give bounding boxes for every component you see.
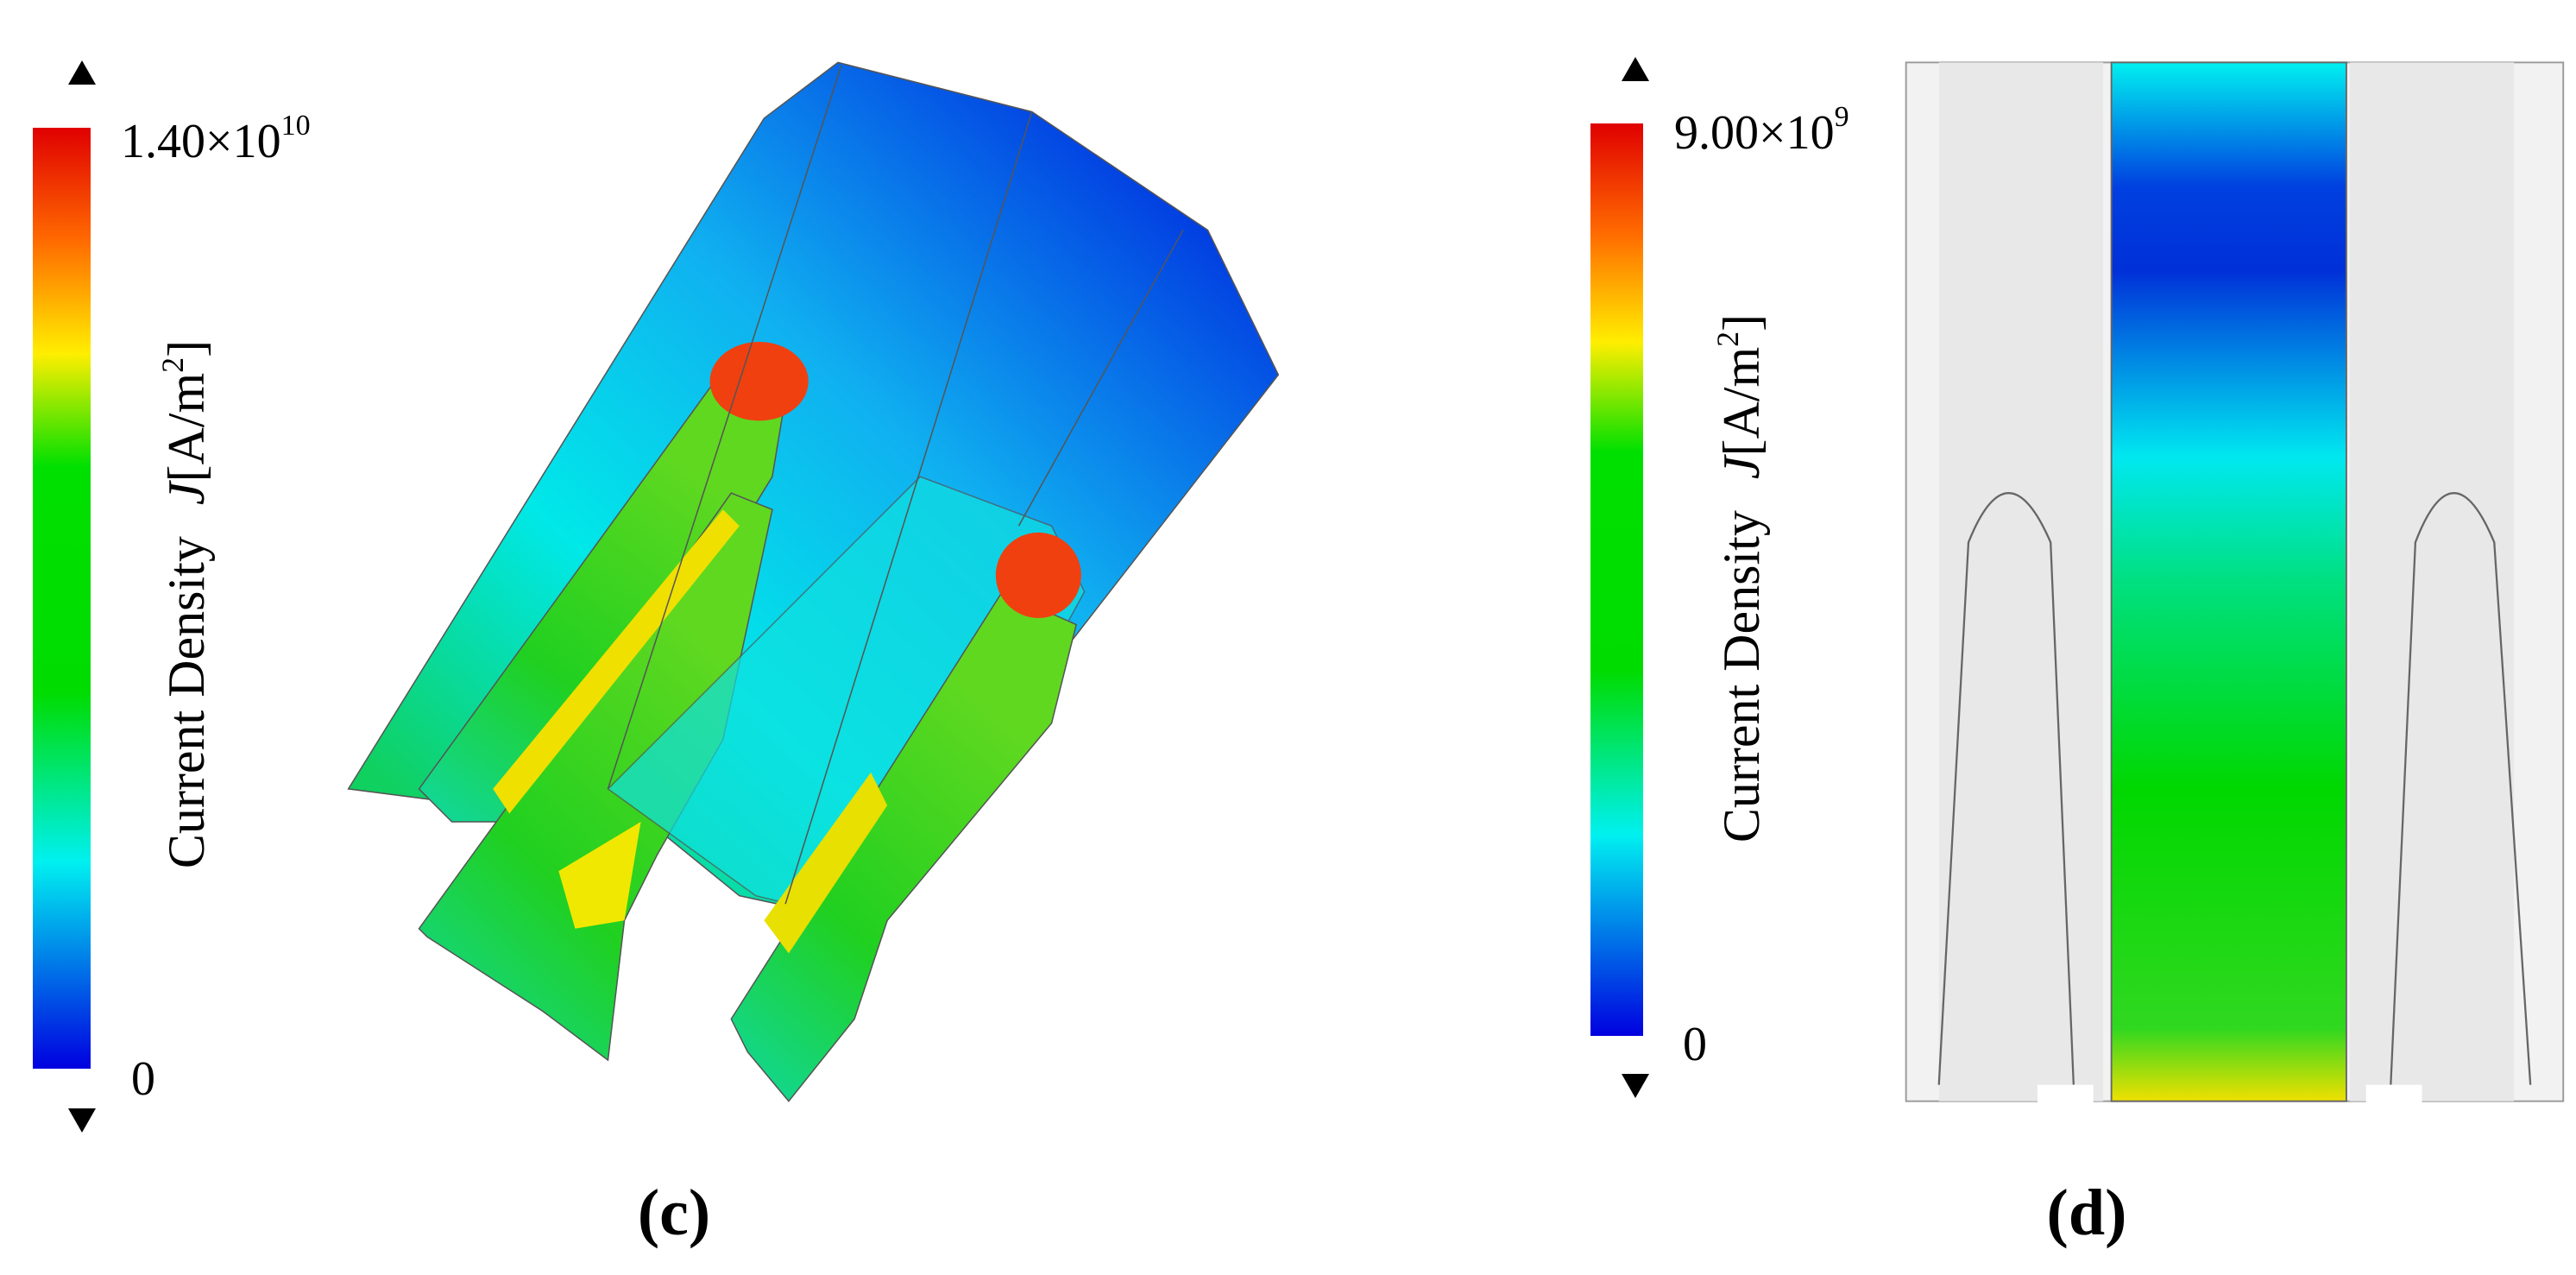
- title-unit-exponent: 2: [155, 357, 190, 373]
- colorbar: [1590, 123, 1643, 1036]
- colorbar-max: 1.40×1010: [121, 110, 311, 168]
- title-unit: [A/m: [1713, 347, 1770, 457]
- colorbar-max-exponent: 10: [281, 110, 311, 142]
- colorbar-min: 0: [1683, 1018, 1707, 1071]
- colorbar-max-mantissa: 1.40×10: [121, 115, 281, 168]
- title-unit-close: ]: [1713, 314, 1770, 331]
- title-symbol: J: [158, 480, 215, 505]
- model-d: [1905, 61, 2565, 1105]
- title-symbol: J: [1713, 454, 1770, 479]
- title-unit-close: ]: [158, 340, 215, 357]
- colorbar-min: 0: [131, 1052, 155, 1106]
- arrow-up: [1622, 57, 1649, 81]
- panel-label: (c): [638, 1177, 710, 1249]
- colorbar: [33, 128, 91, 1069]
- title-text: Current Density: [158, 536, 215, 868]
- title-unit: [A/m: [158, 373, 215, 483]
- panel-label: (d): [2047, 1177, 2127, 1249]
- arrow-down: [1622, 1074, 1649, 1098]
- title-text: Current Density: [1713, 510, 1770, 843]
- title-unit-exponent: 2: [1710, 331, 1745, 347]
- arrow-up: [68, 60, 96, 85]
- colorbar-title: Current Density J[A/m2]: [155, 340, 215, 868]
- colorbar-max: 9.00×109: [1674, 101, 1849, 160]
- colorbar-max-mantissa: 9.00×10: [1674, 106, 1835, 160]
- model-c: [347, 61, 1280, 1102]
- arrow-down: [68, 1108, 96, 1133]
- colorbar-title: Current Density J[A/m2]: [1710, 314, 1770, 843]
- colorbar-max-exponent: 9: [1835, 101, 1849, 133]
